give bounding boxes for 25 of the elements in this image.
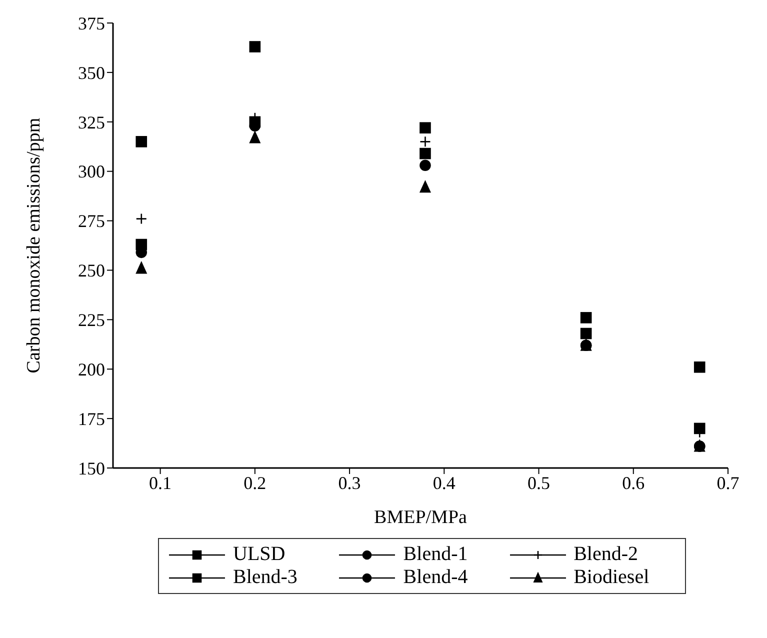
legend-label: Blend-3 <box>233 566 298 589</box>
x-tick-label: 0.3 <box>338 472 361 493</box>
y-tick-label: 300 <box>78 162 105 182</box>
y-tick-label: 175 <box>78 408 105 429</box>
y-tick-label: 200 <box>78 360 105 380</box>
legend-label: Biodiesel <box>574 566 650 589</box>
y-tick-label: 275 <box>78 211 105 232</box>
y-tick-label: 350 <box>78 62 105 83</box>
y-tick-label: 225 <box>78 310 105 330</box>
x-axis-title: BMEP/MPa <box>374 507 468 528</box>
x-tick-label: 0.4 <box>432 472 456 493</box>
y-axis-title: Carbon monoxide emissions/ppm <box>24 118 45 374</box>
x-tick-label: 0.5 <box>528 472 550 493</box>
y-tick-label: 375 <box>78 13 105 34</box>
x-tick-label: 0.1 <box>149 472 172 493</box>
x-tick-label: 0.7 <box>716 472 740 493</box>
legend-label: Blend-1 <box>403 543 468 566</box>
x-tick-label: 0.6 <box>622 472 645 493</box>
legend-label: Blend-4 <box>403 566 468 589</box>
legend-label: ULSD <box>233 543 286 566</box>
y-tick-label: 150 <box>78 458 105 478</box>
y-tick-label: 250 <box>78 260 105 281</box>
y-tick-label: 325 <box>78 112 105 132</box>
x-tick-label: 0.2 <box>244 472 266 493</box>
legend-label: Blend-2 <box>574 543 638 566</box>
